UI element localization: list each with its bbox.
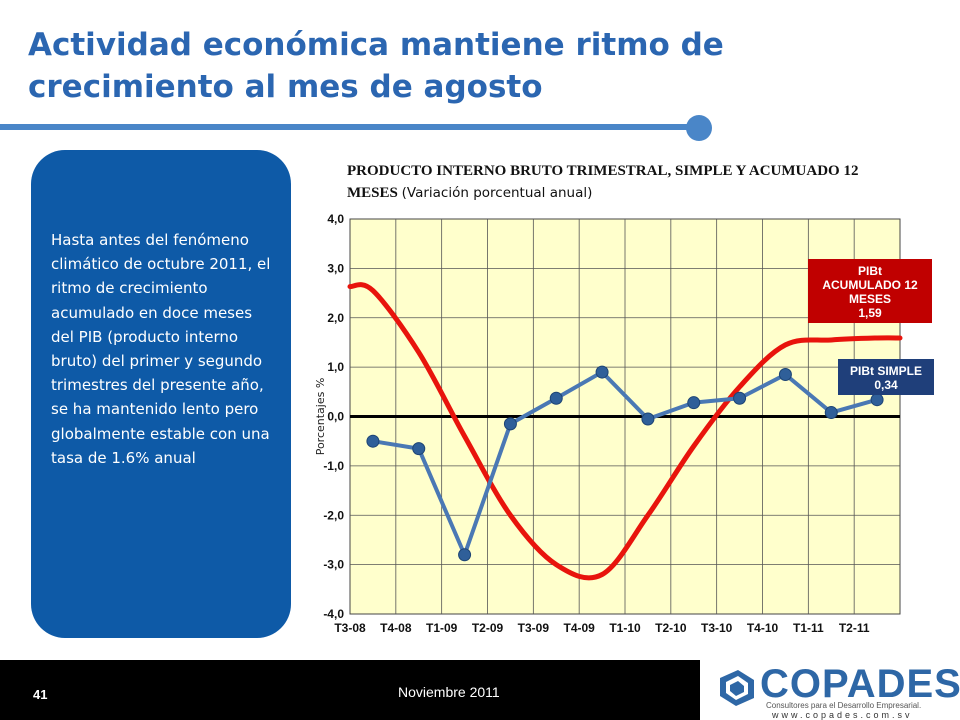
y-tick-label: -3,0 [323,558,344,572]
page-number: 41 [33,687,48,702]
y-tick-label: 2,0 [327,311,344,325]
label-simple-text: 0,34 [874,378,898,392]
chart-title-main: PRODUCTO INTERNO BRUTO TRIMESTRAL, SIMPL… [347,163,859,201]
x-tick-label: T3-08 [334,621,366,635]
copades-logo: COPADES Consultores para el Desarrollo E… [700,660,960,720]
slide-title: Actividad económica mantiene ritmo de cr… [28,27,724,105]
label-acumulado-text: PIBt [858,264,882,278]
logo-url: www.copades.com.sv [772,710,913,720]
logo-tagline: Consultores para el Desarrollo Empresari… [766,701,922,710]
y-tick-label: -1,0 [323,459,344,473]
summary-text: Hasta antes del fenómeno climático de oc… [51,231,271,467]
series-point-simple [503,417,517,431]
series-point-simple [687,396,701,410]
copades-logo-mark-icon [720,670,754,706]
chart-title: PRODUCTO INTERNO BRUTO TRIMESTRAL, SIMPL… [347,160,907,204]
x-tick-label: T2-10 [655,621,687,635]
series-point-simple [733,391,747,405]
title-underline [0,124,700,130]
x-tick-label: T3-10 [701,621,733,635]
x-tick-label: T2-09 [472,621,504,635]
gdp-line-chart: 4,0 3,0 2,0 1,0 0,0 -1,0 -2,0 -3,0 -4,0T3-08 T4-0… [314,212,934,635]
y-tick-label: 3,0 [327,261,344,275]
x-tick-label: T1-10 [609,621,641,635]
x-tick-label: T4-08 [380,621,412,635]
y-tick-label: -2,0 [323,508,344,522]
y-tick-label: 4,0 [327,212,344,226]
label-acumulado-text: ACUMULADO 12 [822,278,918,292]
series-point-simple [412,442,426,456]
y-tick-label: -4,0 [323,607,344,621]
series-line-acumulado [347,282,903,581]
x-tick-label: T4-10 [747,621,779,635]
y-tick-label: 0,0 [327,410,344,424]
series-point-simple [595,365,609,379]
label-simple-text: PIBt SIMPLE [850,364,922,378]
label-acumulado-text: MESES [849,292,891,306]
chart-subtitle: (Variación porcentual anual) [401,185,593,201]
y-axis-label: Porcentajes % [314,378,327,456]
x-tick-label: T1-09 [426,621,458,635]
logo-wordmark: COPADES [760,662,960,706]
label-acumulado-text: 1,59 [858,306,882,320]
series-line-simple [372,370,878,557]
title-underline-dot [686,115,712,141]
series-point-simple [641,412,655,426]
y-tick-label: 1,0 [327,360,344,374]
series-point-simple [870,393,884,407]
label-acumulado [808,259,932,323]
series-point-simple [824,406,838,420]
x-tick-label: T1-11 [793,621,824,635]
series-point-simple [366,434,380,448]
series-point-simple [778,368,792,382]
series-point-simple [549,391,563,405]
x-tick-label: T3-09 [518,621,550,635]
series-point-simple [458,548,472,562]
footer-date: Noviembre 2011 [398,684,500,700]
summary-panel: Hasta antes del fenómeno climático de oc… [31,150,291,638]
x-tick-label: T4-09 [563,621,595,635]
label-simple [838,359,934,395]
footer-bar: 41 Noviembre 2011 COPADES Consultores pa… [0,660,960,720]
x-tick-label: T2-11 [839,621,870,635]
